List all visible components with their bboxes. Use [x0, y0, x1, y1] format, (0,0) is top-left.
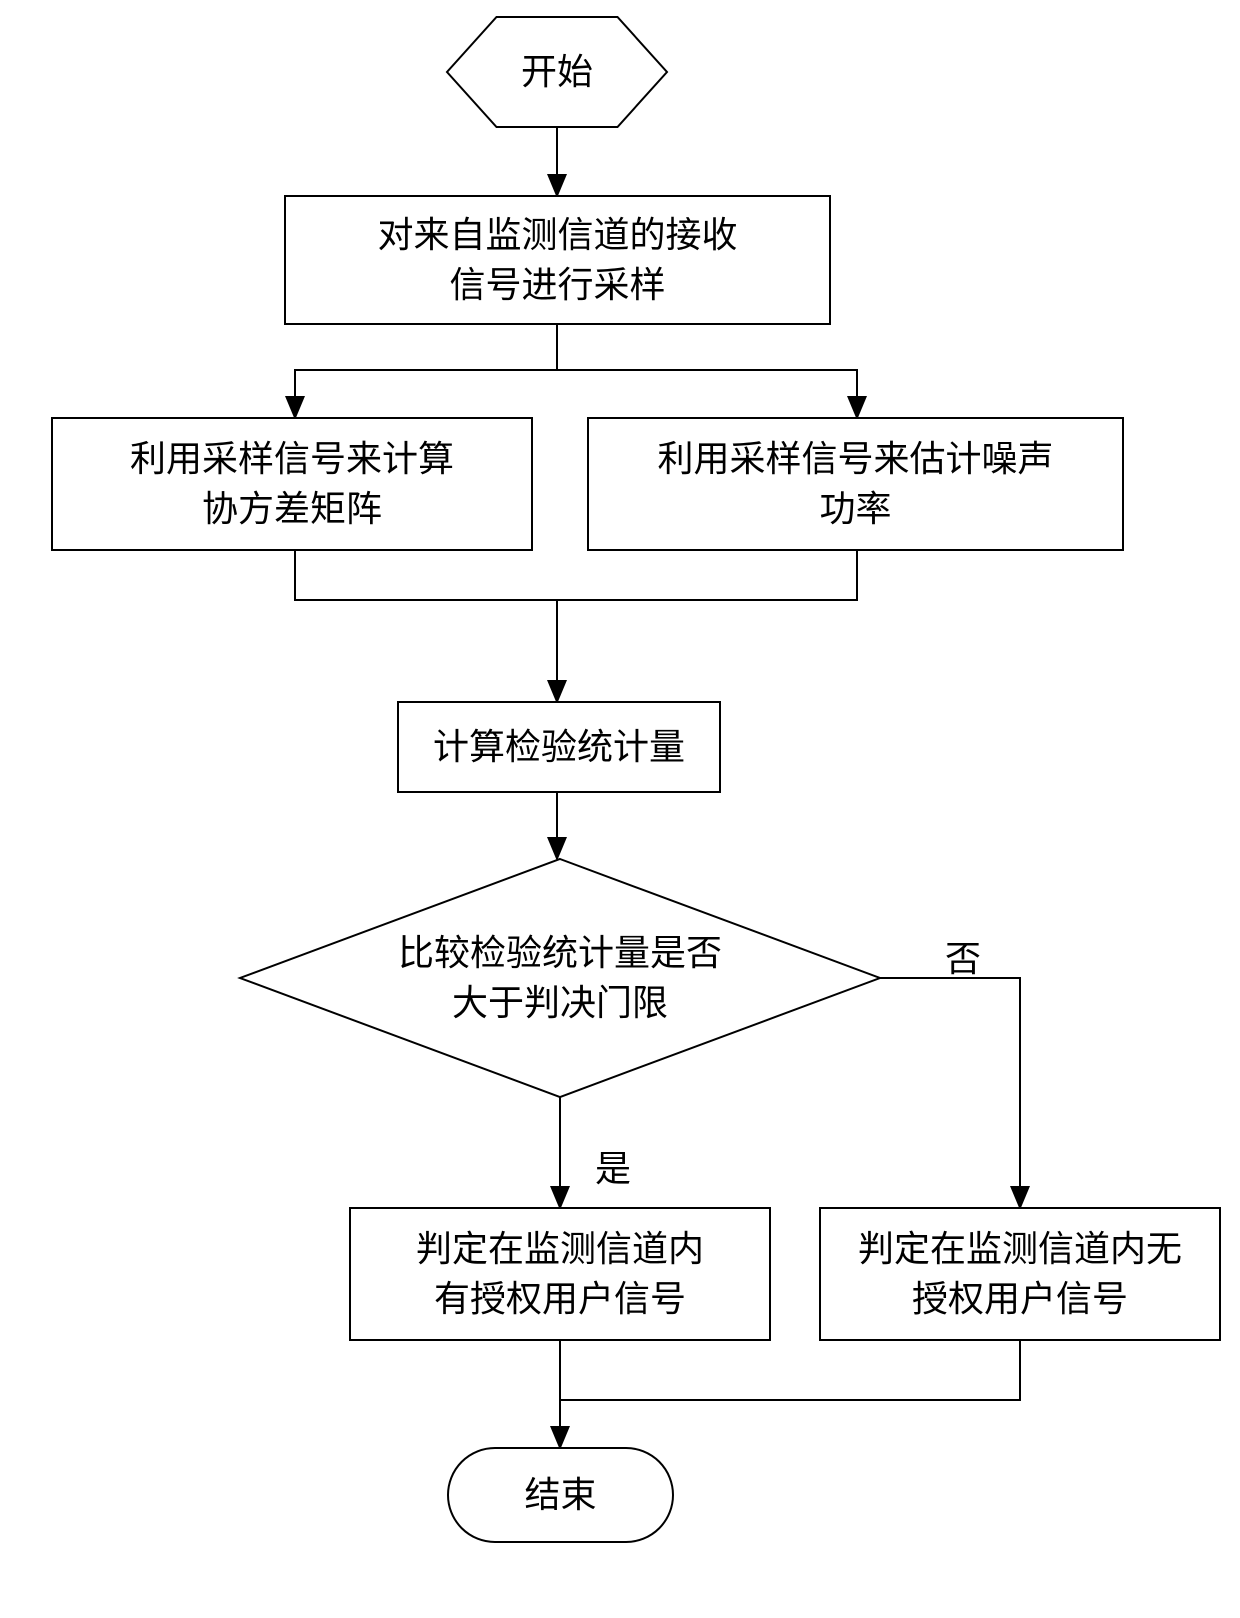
end-node: 结束	[448, 1448, 673, 1542]
covariance-node: 利用采样信号来计算协方差矩阵	[52, 418, 532, 550]
no-result-node: 判定在监测信道内无授权用户信号	[820, 1208, 1220, 1340]
stat-node: 计算检验统计量	[398, 702, 720, 792]
noise-node: 利用采样信号来估计噪声功率	[588, 418, 1123, 550]
start-node: 开始	[447, 17, 667, 127]
decision-yes-label: 是	[595, 1140, 631, 1192]
decision-node: 比较检验统计量是否大于判决门限	[240, 859, 880, 1097]
yes-result-node: 判定在监测信道内有授权用户信号	[350, 1208, 770, 1340]
decision-no-label: 否	[945, 930, 981, 982]
sample-node: 对来自监测信道的接收信号进行采样	[285, 196, 830, 324]
